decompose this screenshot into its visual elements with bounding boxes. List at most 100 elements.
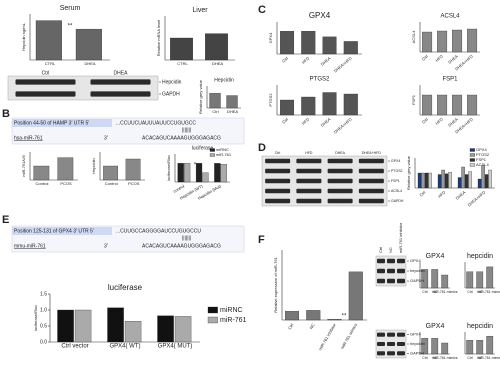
x-tick-label: NC: [308, 322, 315, 330]
bar: [481, 165, 485, 189]
blot-band: [327, 158, 353, 164]
position: Position 44-50 of HAMP 3' UTR 5': [14, 120, 89, 126]
mirna-seq: ACACAGUCAAAAGUGGGAGACG: [142, 135, 221, 141]
blot-band: [358, 158, 384, 164]
annotation: *: [194, 163, 197, 169]
blot-band: [397, 341, 405, 347]
bar: [421, 269, 429, 289]
lane-label: Ctrl: [42, 70, 50, 76]
blot-band: [15, 91, 76, 97]
lane-label: NC: [388, 247, 393, 253]
x-tick-label: GPX4( MUT): [158, 344, 193, 350]
blot-band: [397, 351, 405, 356]
band-label: GAPDH: [410, 278, 424, 283]
bar: [484, 174, 489, 189]
position-highlight: [12, 227, 112, 235]
x-tick-label: Ctrl: [422, 290, 428, 294]
band-label: FSP1: [391, 179, 400, 183]
bar: [437, 30, 448, 53]
bar: [431, 269, 439, 289]
bar: [488, 169, 492, 189]
bar: [280, 99, 295, 116]
bar: [322, 92, 337, 116]
legend-swatch: [207, 306, 218, 314]
blot-band: [296, 158, 322, 164]
y-axis-label: FSP1: [411, 94, 416, 105]
lane-label: miR-761 inhibitor: [398, 222, 403, 253]
pairing: |||||||: [182, 235, 191, 241]
blot-band: [90, 79, 151, 85]
x-tick-label: Ctrl vector: [61, 344, 88, 350]
bar: [280, 30, 295, 55]
bar: [431, 338, 439, 355]
legend-swatch: [469, 153, 475, 157]
bar: [448, 172, 452, 189]
x-tick-label: Ctrl: [422, 356, 428, 360]
y-tick-label: 1.0: [40, 307, 47, 313]
chart-title: PTGS2: [310, 77, 330, 83]
mirna-end: 3': [104, 135, 108, 141]
blot-band: [265, 168, 291, 174]
bar: [437, 174, 442, 189]
x-tick-label: Ctrl: [421, 54, 429, 62]
blot-band: [265, 158, 291, 164]
bar: [441, 274, 449, 289]
y-axis-label: miR-761/U6: [21, 155, 26, 177]
x-tick-label: HFD: [301, 56, 311, 65]
x-tick-label: HFD: [434, 117, 444, 126]
blot-band: [358, 178, 384, 184]
blot-band: [327, 178, 353, 184]
bar: [174, 316, 192, 343]
bar: [322, 36, 337, 55]
x-tick-label: PCOS: [60, 181, 72, 186]
lane-label: DHEA: [335, 151, 345, 155]
band-label: PTGS2: [391, 169, 403, 173]
chart-title: luciferase: [192, 145, 214, 151]
panel-label: C: [258, 4, 266, 16]
bar: [103, 165, 119, 181]
band-label: Hepcidin: [162, 79, 182, 85]
band-label: ACSL4: [391, 189, 402, 193]
legend-label: miRNC: [216, 147, 229, 152]
x-tick-label: Ctrl: [281, 117, 289, 125]
bar: [301, 96, 316, 116]
x-tick-label: CTRL: [45, 61, 56, 66]
x-tick-label: miR-761 mimics: [477, 290, 500, 294]
annotation: **: [342, 314, 347, 320]
legend-swatch: [469, 148, 475, 152]
y-axis-label: luciferase/Rluc: [166, 155, 171, 181]
x-tick-label: control: [172, 183, 185, 193]
band-label: GPX4: [391, 159, 400, 163]
x-tick-label: DHEA: [84, 61, 95, 66]
legend-swatch: [209, 148, 215, 152]
y-axis-label: luciferase/Rluc: [33, 305, 38, 331]
blot-band: [397, 268, 405, 274]
mirna-name: mmu-miR-761: [14, 243, 46, 249]
blot-band: [387, 258, 395, 264]
bar: [476, 271, 484, 289]
chart-title: Hepcidin: [214, 77, 234, 83]
bar: [184, 163, 191, 183]
blot-band: [377, 258, 385, 264]
bar: [424, 172, 429, 189]
blot-band: [387, 268, 395, 274]
blot-band: [387, 332, 395, 337]
legend-swatch: [469, 163, 475, 167]
band-label: hepcidin: [410, 341, 425, 346]
blot-band: [327, 198, 353, 204]
x-tick-label: CTRL: [177, 61, 188, 66]
bar: [170, 37, 193, 61]
bar: [486, 266, 494, 289]
x-tick-label: DHEA: [320, 117, 332, 128]
blot-band: [327, 168, 353, 174]
x-tick-label: DHEA: [455, 190, 467, 201]
mirna-end: 3': [104, 243, 108, 249]
bar: [421, 172, 425, 189]
blot-band: [15, 79, 76, 85]
blot-band: [296, 188, 322, 194]
chart-title: GPX4: [426, 253, 445, 260]
bar: [452, 29, 463, 53]
legend-label: miRNC: [220, 307, 243, 314]
bar: [466, 271, 474, 289]
chart-title: FSP1: [442, 77, 458, 83]
